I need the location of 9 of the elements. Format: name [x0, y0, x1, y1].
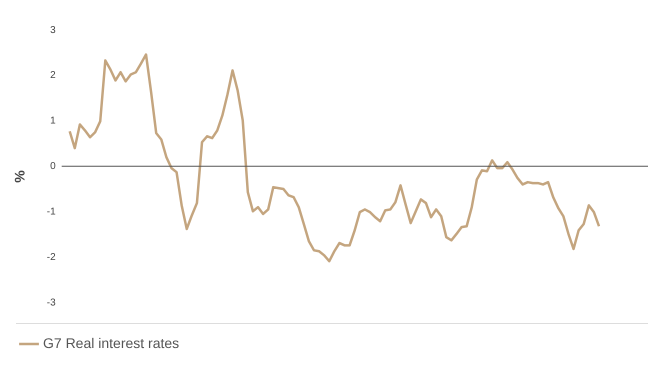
y-tick-label: 2	[50, 70, 56, 82]
legend-label: G7 Real interest rates	[43, 334, 180, 351]
y-tick-label: 3	[50, 24, 56, 36]
y-tick-label: -1	[46, 206, 56, 218]
y-tick-label: -2	[46, 252, 56, 263]
y-axis-title: %	[11, 170, 28, 183]
y-tick-label: -3	[46, 297, 56, 308]
y-tick-label: 0	[50, 161, 56, 172]
y-tick-label: 1	[50, 116, 56, 127]
